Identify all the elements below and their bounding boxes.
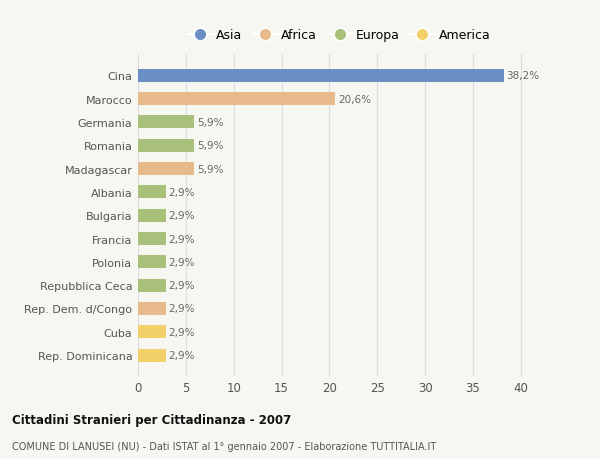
Bar bbox=[138, 233, 166, 246]
Text: 5,9%: 5,9% bbox=[197, 118, 224, 128]
Bar bbox=[138, 140, 194, 152]
Text: 5,9%: 5,9% bbox=[197, 141, 224, 151]
Bar bbox=[138, 326, 166, 338]
Bar bbox=[138, 186, 166, 199]
Text: 2,9%: 2,9% bbox=[169, 327, 195, 337]
Bar bbox=[138, 209, 166, 222]
Text: COMUNE DI LANUSEI (NU) - Dati ISTAT al 1° gennaio 2007 - Elaborazione TUTTITALIA: COMUNE DI LANUSEI (NU) - Dati ISTAT al 1… bbox=[12, 441, 436, 451]
Text: 2,9%: 2,9% bbox=[169, 187, 195, 197]
Text: 2,9%: 2,9% bbox=[169, 211, 195, 221]
Text: 2,9%: 2,9% bbox=[169, 350, 195, 360]
Text: 2,9%: 2,9% bbox=[169, 280, 195, 291]
Bar bbox=[138, 93, 335, 106]
Bar bbox=[138, 163, 194, 176]
Bar bbox=[138, 279, 166, 292]
Text: 2,9%: 2,9% bbox=[169, 257, 195, 267]
Text: 5,9%: 5,9% bbox=[197, 164, 224, 174]
Text: 38,2%: 38,2% bbox=[506, 71, 539, 81]
Text: 20,6%: 20,6% bbox=[338, 95, 371, 104]
Bar bbox=[138, 302, 166, 315]
Bar bbox=[138, 256, 166, 269]
Text: 2,9%: 2,9% bbox=[169, 304, 195, 314]
Legend: Asia, Africa, Europa, America: Asia, Africa, Europa, America bbox=[188, 29, 490, 42]
Bar bbox=[138, 116, 194, 129]
Text: 2,9%: 2,9% bbox=[169, 234, 195, 244]
Text: Cittadini Stranieri per Cittadinanza - 2007: Cittadini Stranieri per Cittadinanza - 2… bbox=[12, 413, 291, 426]
Bar bbox=[138, 349, 166, 362]
Bar bbox=[138, 70, 503, 83]
